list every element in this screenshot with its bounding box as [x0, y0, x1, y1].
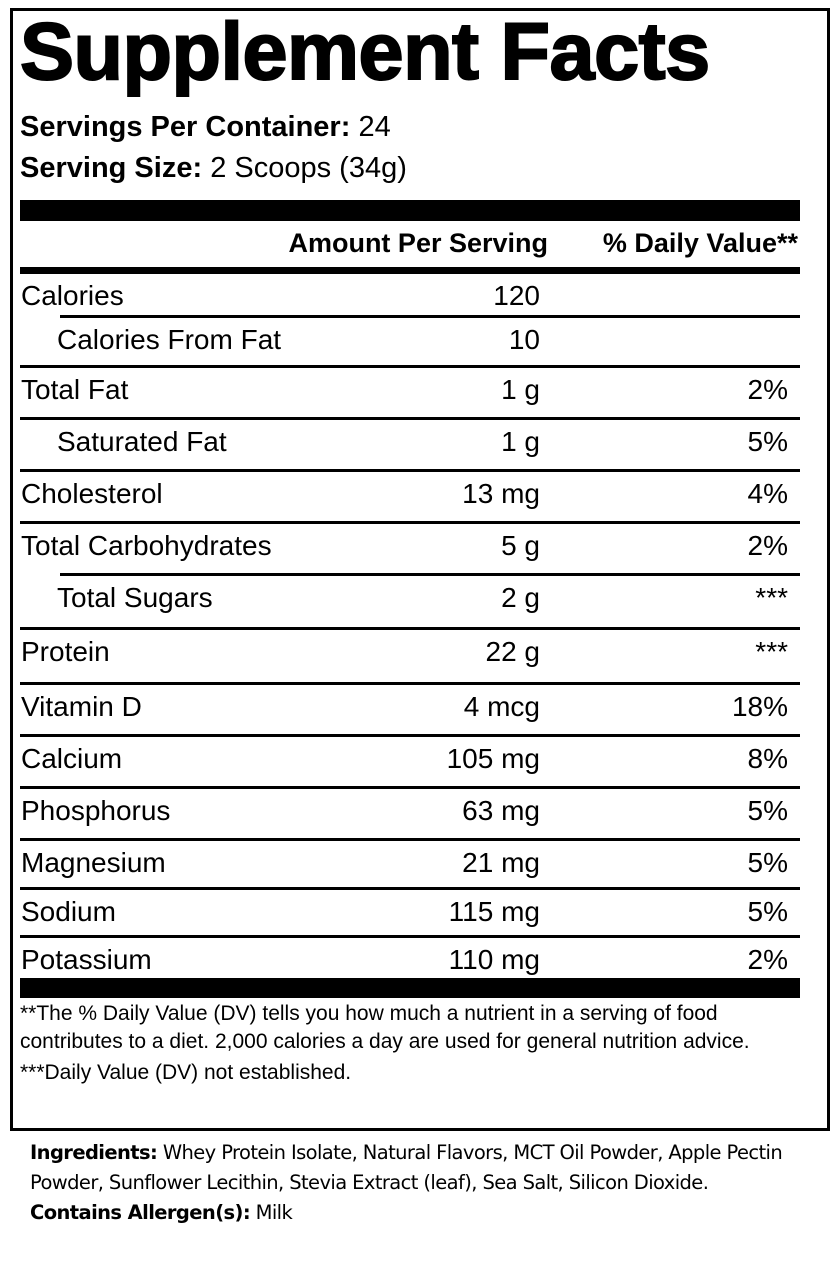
ingredients-label: Ingredients: — [30, 1141, 158, 1164]
nutrient-row: Calcium 105 mg 8% — [20, 737, 800, 789]
nutrient-row: Phosphorus 63 mg 5% — [20, 789, 800, 841]
allergen-label: Contains Allergen(s): — [30, 1201, 251, 1224]
nutrient-row: Calories 120 — [20, 274, 800, 318]
nutrient-amount: 1 g — [501, 374, 540, 405]
nutrient-row: Protein 22 g *** — [20, 630, 800, 685]
nutrient-name: Total Fat — [21, 374, 129, 405]
not-established-footnote: ***Daily Value (DV) not established. — [20, 1061, 352, 1084]
nutrient-daily-value: 2% — [747, 374, 788, 405]
nutrient-daily-value: 18% — [731, 691, 788, 722]
nutrient-amount: 120 — [493, 280, 540, 311]
nutrient-daily-value: 2% — [747, 530, 788, 561]
nutrient-row: Saturated Fat 1 g 5% — [20, 420, 800, 472]
serving-size: Serving Size: 2 Scoops (34g) — [20, 151, 407, 185]
nutrient-amount: 2 g — [501, 582, 540, 613]
nutrient-row: Potassium 110 mg 2% — [20, 938, 800, 984]
nutrient-name: Potassium — [21, 944, 152, 975]
nutrient-table: Calories 120 Calories From Fat 10 Total Fat 1… — [20, 274, 800, 984]
nutrient-amount: 5 g — [501, 530, 540, 561]
nutrient-name: Protein — [21, 636, 110, 667]
nutrient-amount: 105 mg — [446, 743, 540, 774]
ingredients-text: Whey Protein Isolate, Natural Flavors, M… — [30, 1141, 783, 1194]
nutrient-row: Total Carbohydrates 5 g 2% — [20, 524, 800, 576]
nutrient-name: Cholesterol — [21, 478, 163, 509]
servings-per-container: Servings Per Container: 24 — [20, 110, 391, 144]
nutrient-row: Cholesterol 13 mg 4% — [20, 472, 800, 524]
nutrient-daily-value: 4% — [747, 478, 788, 509]
nutrient-amount: 4 mcg — [463, 691, 540, 722]
supplement-facts-panel — [10, 8, 830, 1131]
panel-title: Supplement Facts — [19, 6, 711, 98]
nutrient-name: Total Sugars — [57, 582, 213, 613]
ingredients-section: Ingredients: Whey Protein Isolate, Natur… — [30, 1138, 830, 1228]
nutrient-name: Magnesium — [21, 847, 166, 878]
nutrient-name: Calories — [21, 280, 124, 311]
nutrient-daily-value: 5% — [747, 426, 788, 457]
nutrient-daily-value: *** — [755, 582, 788, 613]
nutrient-amount: 10 — [508, 324, 540, 355]
nutrient-row: Vitamin D 4 mcg 18% — [20, 685, 800, 737]
nutrient-row: Magnesium 21 mg 5% — [20, 841, 800, 890]
nutrient-name: Calories From Fat — [57, 324, 282, 355]
nutrient-amount: 13 mg — [462, 478, 540, 509]
nutrient-amount: 1 g — [501, 426, 540, 457]
nutrient-amount: 21 mg — [462, 847, 540, 878]
nutrient-row: Total Fat 1 g 2% — [20, 368, 800, 420]
nutrient-name: Calcium — [21, 743, 123, 774]
nutrient-daily-value: 5% — [747, 795, 788, 826]
nutrient-name: Vitamin D — [21, 691, 142, 722]
allergen-text: Milk — [250, 1201, 293, 1224]
nutrient-row: Total Sugars 2 g *** — [20, 576, 800, 630]
serving-size-label: Serving Size: — [20, 152, 203, 184]
nutrient-amount: 63 mg — [462, 795, 540, 826]
nutrient-name: Phosphorus — [21, 795, 171, 826]
nutrient-daily-value: *** — [755, 636, 788, 667]
footnotes: **The % Daily Value (DV) tells you how m… — [20, 1000, 810, 1087]
nutrient-name: Sodium — [21, 896, 116, 927]
serving-size-value: 2 Scoops (34g) — [210, 152, 407, 184]
nutrient-amount: 115 mg — [448, 896, 540, 927]
daily-value-footnote: **The % Daily Value (DV) tells you how m… — [20, 1002, 750, 1053]
header-divider — [20, 267, 800, 274]
nutrient-daily-value: 5% — [747, 847, 788, 878]
servings-label: Servings Per Container: — [20, 111, 351, 143]
nutrient-row: Sodium 115 mg 5% — [20, 890, 800, 938]
column-header: Amount Per Serving % Daily Value** — [20, 222, 800, 267]
thick-divider-bottom — [20, 978, 800, 998]
nutrient-amount: 22 g — [485, 636, 541, 667]
allergens: Contains Allergen(s): Milk — [30, 1198, 830, 1228]
nutrient-name: Saturated Fat — [57, 426, 227, 457]
amount-header: Amount Per Serving — [288, 228, 548, 258]
ingredients: Ingredients: Whey Protein Isolate, Natur… — [30, 1138, 830, 1198]
nutrient-daily-value: 2% — [747, 944, 788, 975]
nutrient-daily-value: 8% — [747, 743, 788, 774]
thick-divider-top — [20, 200, 800, 221]
nutrient-row: Calories From Fat 10 — [20, 318, 800, 368]
nutrient-name: Total Carbohydrates — [21, 530, 272, 561]
servings-value: 24 — [358, 111, 391, 143]
nutrient-daily-value: 5% — [747, 896, 788, 927]
daily-value-header: % Daily Value** — [602, 228, 798, 258]
nutrient-amount: 110 mg — [448, 944, 540, 975]
